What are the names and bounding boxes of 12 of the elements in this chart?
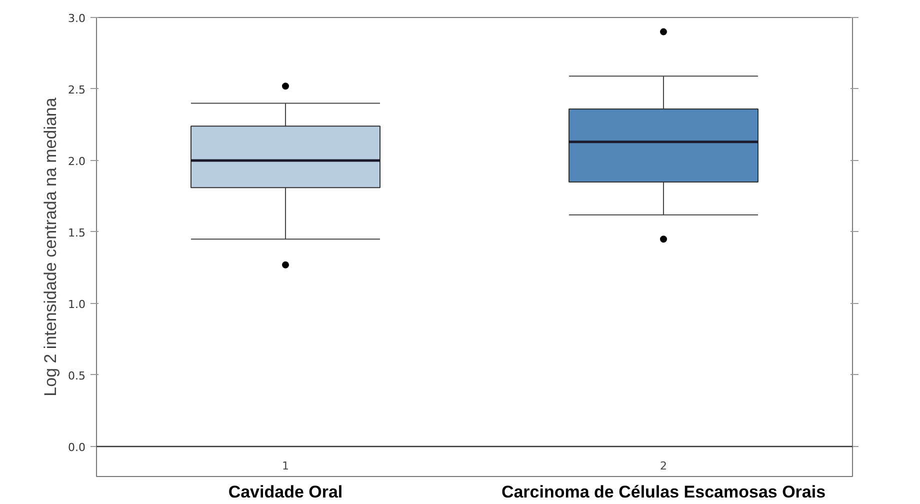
- y-tick-label: 2.5: [68, 83, 86, 96]
- y-tick-label: 1.5: [68, 226, 86, 240]
- text: Cavidade Oral: [228, 482, 343, 502]
- y-tick-label: 0.5: [68, 369, 86, 382]
- y-tick-label: 0.0: [68, 440, 86, 454]
- text: Carcinoma de Células Escamosas Orais: [501, 482, 826, 502]
- y-tick-label: 1.0: [68, 298, 86, 311]
- x-tick-label: 1: [282, 460, 289, 472]
- x-tick-label: 2: [660, 460, 667, 472]
- y-tick-label: 2.0: [68, 154, 86, 168]
- y-tick-label: 3.0: [68, 12, 86, 25]
- y-axis-title: Log 2 intensidade centrada na mediana: [41, 97, 60, 396]
